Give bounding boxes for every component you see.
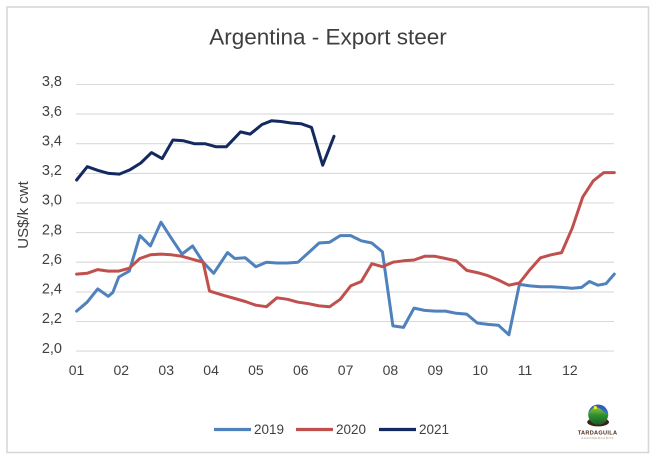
svg-text:2019: 2019 xyxy=(254,422,284,437)
svg-text:06: 06 xyxy=(293,362,309,378)
svg-text:08: 08 xyxy=(383,362,399,378)
svg-text:01: 01 xyxy=(69,362,85,378)
svg-text:2020: 2020 xyxy=(336,422,366,437)
svg-text:09: 09 xyxy=(428,362,444,378)
svg-text:3,0: 3,0 xyxy=(42,193,62,209)
svg-text:2,0: 2,0 xyxy=(42,341,62,357)
svg-text:03: 03 xyxy=(158,362,174,378)
svg-text:04: 04 xyxy=(203,362,219,378)
svg-text:02: 02 xyxy=(114,362,130,378)
svg-text:12: 12 xyxy=(562,362,578,378)
svg-text:2,6: 2,6 xyxy=(42,252,62,268)
svg-text:2,8: 2,8 xyxy=(42,222,62,238)
svg-text:3,2: 3,2 xyxy=(42,163,62,179)
svg-text:2021: 2021 xyxy=(419,422,449,437)
svg-text:2,2: 2,2 xyxy=(42,311,62,327)
svg-text:Argentina - Export steer: Argentina - Export steer xyxy=(209,25,447,50)
svg-text:05: 05 xyxy=(248,362,264,378)
svg-text:US$/k cwt: US$/k cwt xyxy=(15,180,32,248)
svg-text:10: 10 xyxy=(472,362,488,378)
svg-text:3,6: 3,6 xyxy=(42,104,62,120)
svg-text:AGROMERCADOS: AGROMERCADOS xyxy=(581,436,614,440)
svg-text:3,4: 3,4 xyxy=(42,133,62,149)
svg-text:07: 07 xyxy=(338,362,354,378)
svg-text:11: 11 xyxy=(518,362,533,378)
svg-text:3,8: 3,8 xyxy=(42,74,62,90)
svg-text:TARDAGUILA: TARDAGUILA xyxy=(578,431,618,437)
svg-text:2,4: 2,4 xyxy=(42,282,62,298)
